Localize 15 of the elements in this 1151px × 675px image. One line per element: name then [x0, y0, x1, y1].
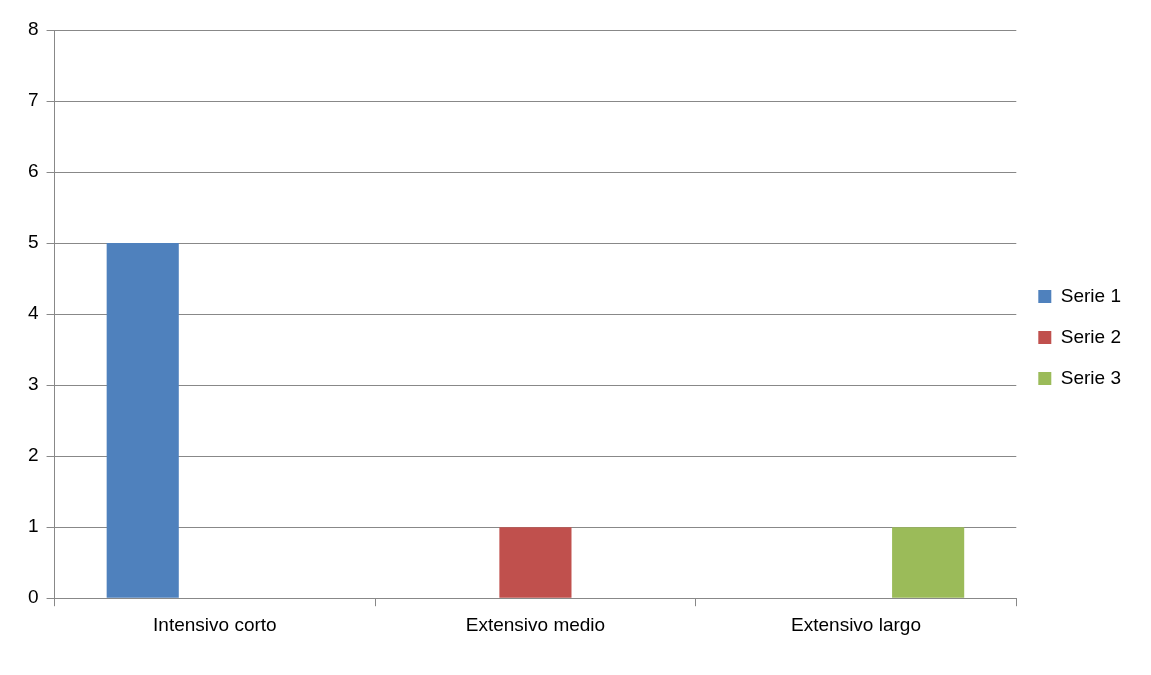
y-tick-label: 8 [27, 18, 39, 40]
y-tick-label: 3 [27, 373, 39, 395]
y-tick-label: 7 [27, 89, 39, 111]
legend-label: Serie 3 [1060, 366, 1121, 388]
y-tick-label: 6 [27, 160, 39, 182]
y-tick-label: 2 [27, 444, 39, 466]
y-tick-label: 4 [27, 302, 39, 324]
legend-label: Serie 1 [1060, 284, 1121, 306]
legend-label: Serie 2 [1060, 325, 1121, 347]
x-tick-label: Intensivo corto [153, 613, 277, 635]
x-tick-label: Extensivo largo [791, 613, 921, 635]
y-tick-label: 5 [27, 231, 39, 253]
x-tick-label: Extensivo medio [465, 613, 606, 635]
y-tick-label: 0 [27, 586, 39, 608]
y-tick-label: 1 [27, 515, 39, 537]
